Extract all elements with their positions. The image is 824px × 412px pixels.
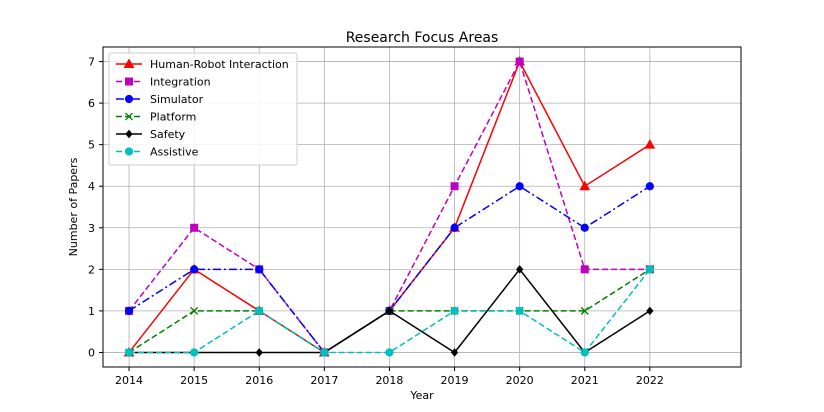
y-tick-label: 0: [88, 346, 95, 359]
data-point: [450, 182, 459, 191]
data-point: [645, 182, 654, 191]
data-point: [450, 306, 459, 315]
y-tick-label: 3: [88, 222, 95, 235]
data-point: [125, 129, 133, 139]
x-tick-label: 2019: [441, 374, 469, 387]
data-point: [255, 348, 263, 357]
axis-layer: 2014 2015 2016 2017 2018 2019 2020 2021 2022 0 1 2 3…: [88, 56, 664, 387]
legend-entry: Safety: [116, 128, 186, 141]
x-axis-label: Year: [409, 389, 434, 402]
legend-entry: Assistive: [116, 146, 199, 159]
data-point: [580, 265, 589, 274]
legend-label: Simulator: [150, 93, 204, 106]
data-point: [124, 94, 134, 104]
y-tick-label: 5: [88, 139, 95, 152]
data-point: [320, 348, 329, 357]
y-tick-label: 1: [88, 305, 95, 318]
data-point: [515, 182, 524, 191]
data-point: [125, 77, 133, 86]
data-point: [125, 112, 133, 121]
y-axis-label: Number of Papers: [67, 157, 80, 256]
series-line: [128, 268, 651, 354]
data-point: [190, 265, 199, 274]
x-tick-label: 2020: [506, 374, 534, 387]
data-point: [190, 348, 199, 357]
chart-title: Research Focus Areas: [346, 30, 499, 46]
data-point: [644, 139, 656, 149]
x-tick-label: 2016: [245, 374, 273, 387]
legend-label: Safety: [150, 128, 186, 141]
legend-entry: Simulator: [116, 93, 204, 106]
legend-label: Assistive: [150, 146, 199, 159]
data-point: [190, 306, 199, 315]
data-point: [515, 265, 524, 274]
data-point: [515, 306, 524, 315]
legend: Human-Robot Interaction Integration Simula…: [108, 52, 298, 166]
x-tick-label: 2014: [115, 374, 143, 387]
y-tick-label: 6: [88, 97, 95, 110]
data-point: [646, 306, 654, 316]
series-layer: [123, 56, 656, 357]
legend-entry: Human-Robot Interaction: [116, 58, 289, 71]
data-point: [124, 348, 134, 357]
data-point: [579, 180, 591, 191]
data-point: [580, 306, 589, 315]
data-point: [123, 58, 135, 68]
data-point: [580, 223, 589, 232]
x-tick-label: 2017: [310, 374, 338, 387]
legend-label: Human-Robot Interaction: [150, 58, 289, 71]
x-tick-label: 2021: [571, 374, 599, 387]
data-point: [450, 223, 459, 232]
data-point: [580, 348, 589, 357]
data-point: [385, 306, 394, 316]
series-assistive: [124, 265, 654, 357]
y-tick-label: 7: [88, 56, 95, 69]
legend-label: Platform: [150, 111, 196, 124]
data-point: [515, 57, 524, 66]
data-point: [190, 223, 199, 232]
plot-frame: [102, 46, 742, 368]
data-point: [124, 306, 134, 315]
y-tick-label: 2: [88, 263, 95, 276]
y-tick-label: 4: [88, 180, 95, 193]
data-point: [385, 348, 394, 357]
legend-entry: Platform: [116, 111, 196, 124]
x-tick-label: 2018: [375, 374, 403, 387]
legend-box: [108, 52, 298, 166]
data-point: [450, 348, 459, 357]
data-point: [124, 147, 134, 156]
data-point: [255, 265, 264, 274]
x-tick-label: 2022: [636, 374, 664, 387]
legend-label: Integration: [150, 76, 211, 89]
data-point: [645, 265, 654, 274]
data-point: [255, 306, 264, 315]
legend-entry: Integration: [116, 76, 211, 89]
x-tick-label: 2015: [180, 374, 208, 387]
